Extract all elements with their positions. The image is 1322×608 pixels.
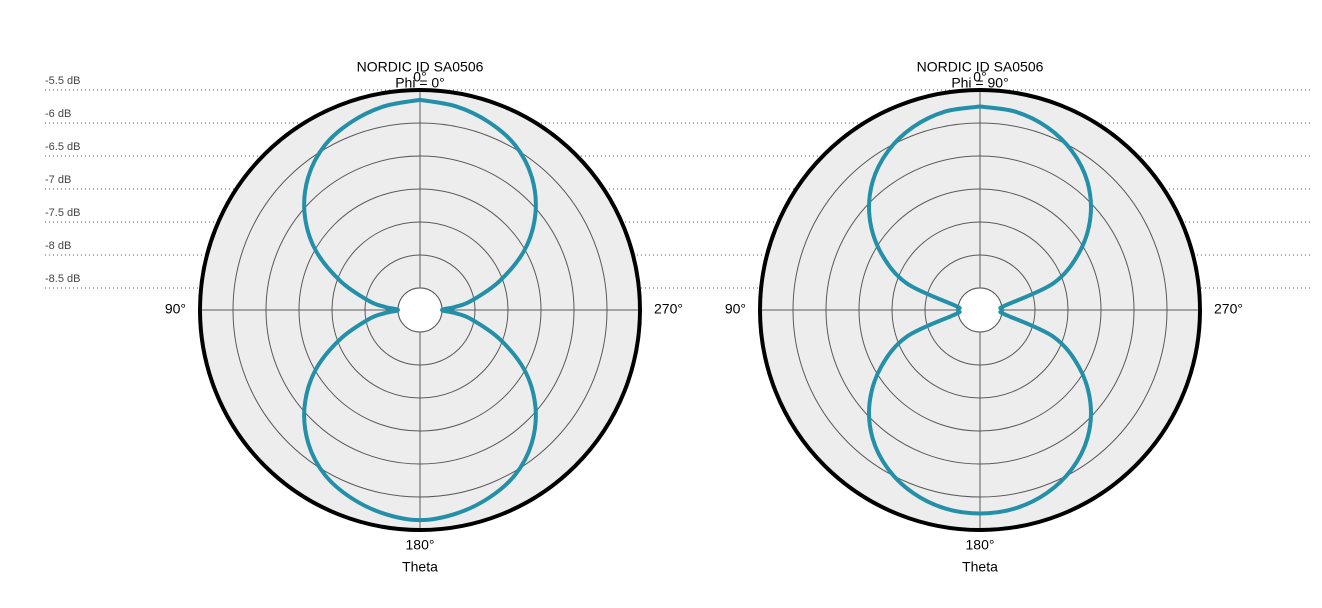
x-axis-label: Theta: [402, 559, 438, 575]
guide-label: -8.5 dB: [45, 273, 80, 285]
guide-label: -7.5 dB: [45, 207, 80, 219]
angle-label-top: 0°: [413, 69, 426, 85]
polar-plot-canvas: -5.5 dB -6 dB -6.5 dB -7 dB -7.5 dB -8 dB -8.5…: [0, 0, 1322, 608]
guide-label: -6.5 dB: [45, 141, 80, 153]
angle-label-top: 0°: [973, 69, 986, 85]
angle-label-left: 90°: [165, 301, 186, 317]
guide-label: -5.5 dB: [45, 75, 80, 87]
polar-plot-1: NORDIC ID SA0506Phi = 90°0°180°90°270°Th…: [725, 59, 1243, 575]
angle-label-left: 90°: [725, 301, 746, 317]
guide-label: -8 dB: [45, 240, 71, 252]
center-hole: [958, 288, 1002, 332]
angle-label-bottom: 180°: [966, 537, 995, 553]
guide-label: -7 dB: [45, 174, 71, 186]
angle-label-bottom: 180°: [406, 537, 435, 553]
x-axis-label: Theta: [962, 559, 998, 575]
center-hole: [398, 288, 442, 332]
guide-label: -6 dB: [45, 108, 71, 120]
angle-label-right: 270°: [1214, 301, 1243, 317]
polar-plot-0: NORDIC ID SA0506Phi = 0°0°180°90°270°The…: [165, 59, 683, 575]
angle-label-right: 270°: [654, 301, 683, 317]
